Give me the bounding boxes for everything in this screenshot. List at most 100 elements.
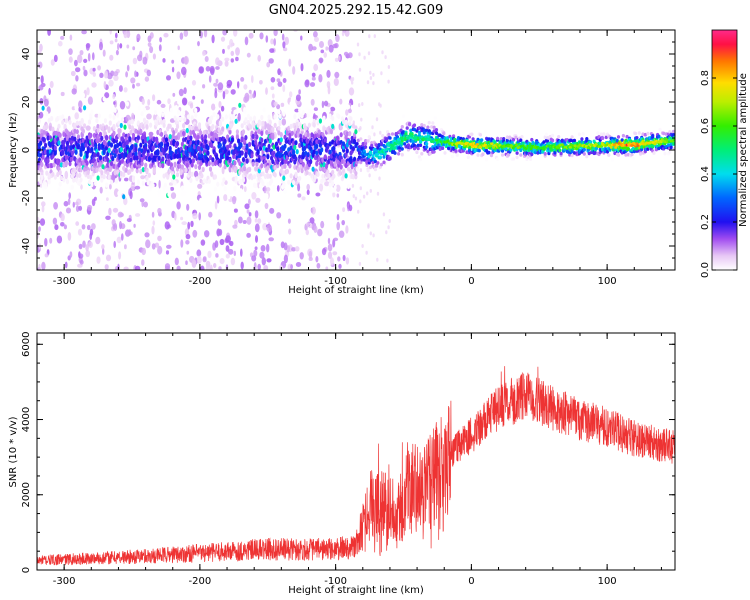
heat-cell [580,137,584,141]
heat-cell [259,183,263,189]
heat-cell [74,149,78,155]
colorbar-tick-label: 0.0 [700,262,711,278]
snr-y-tick-label: 4000 [21,407,32,432]
heat-cell [235,56,239,62]
heat-cell [197,41,200,47]
heat-cell [87,52,91,62]
heat-cell [270,86,275,91]
heat-cell [146,180,150,186]
heat-cell [160,103,166,108]
heat-cell [328,177,332,184]
heat-cell [265,194,269,200]
heat-cell [67,232,72,241]
heat-cell [369,70,372,75]
heat-cell [397,152,401,156]
heat-cell [327,39,333,47]
heat-cell [76,144,81,150]
heat-cell [144,76,150,82]
heat-cell [93,196,97,201]
heat-cell [287,125,291,131]
heat-cell [352,194,355,199]
heat-cell [369,188,372,193]
heat-cell [268,58,274,64]
heat-cell [364,139,368,143]
heat-cell [363,55,366,60]
heat-cell [192,95,196,100]
heat-cell [186,135,191,141]
heat-cell [118,85,123,92]
heat-cell [149,46,154,54]
heat-cell [113,101,116,105]
heat-cell [91,223,96,230]
heat-cell [112,224,116,230]
heat-cell [167,158,171,164]
heat-cell [180,185,184,191]
heat-cell [78,100,83,109]
heat-cell [299,133,303,139]
heat-cell [141,247,146,256]
heat-cell [381,134,385,138]
heat-cell [214,87,217,94]
heat-cell [64,118,68,124]
heat-cell [178,157,182,164]
heat-cell [126,218,132,223]
heat-cell [157,235,162,242]
heat-cell [106,197,109,202]
heat-cell [257,55,262,62]
heat-cell [58,197,62,203]
heat-cell [63,101,67,107]
heat-cell [68,192,71,200]
heat-cell [117,263,120,270]
heat-cell [243,166,247,172]
snr-x-tick-label: -100 [324,576,347,587]
heat-cell [130,125,134,131]
heat-cell [405,126,409,130]
heat-cell [266,61,271,68]
heat-cell [332,43,338,49]
heat-cell [60,91,65,97]
heat-cell [290,264,293,270]
heat-cell [96,127,100,133]
heat-cell [160,131,164,137]
heat-cell [87,96,93,105]
heat-cell [97,65,101,71]
heat-cell [244,36,249,46]
heat-cell [481,152,485,156]
heat-cell [102,96,106,102]
heat-cell [207,178,211,184]
heat-cell [152,220,156,226]
heat-cell [254,246,258,250]
heat-cell [309,159,313,165]
heat-cell [254,166,258,172]
heat-cell [289,173,293,179]
heat-cell [44,237,48,247]
heat-cell [293,144,297,150]
heat-cell [303,145,307,152]
heat-cell [37,165,40,171]
heat-cell [508,135,512,140]
heat-cell [373,147,377,152]
heat-cell [175,123,180,130]
heat-cell [267,114,271,120]
heat-cell [128,169,132,175]
heat-cell [298,89,301,95]
heat-cell [631,156,635,161]
heat-cell [229,162,233,168]
heat-cell [39,218,46,226]
heat-cell [220,105,225,112]
heat-cell [235,129,239,135]
heat-cell [336,221,341,231]
heat-cell [320,178,324,184]
heat-cell [367,158,371,163]
heat-cell [209,264,213,270]
heat-cell [373,167,377,172]
heat-cell [430,125,434,129]
heat-cell [90,146,94,153]
heat-cell [132,46,136,51]
heat-cell [177,45,180,51]
heat-cell [317,156,321,162]
heat-cell [230,50,235,57]
heat-cell [230,137,235,143]
heat-cell [262,145,266,151]
heat-cell [130,164,134,170]
